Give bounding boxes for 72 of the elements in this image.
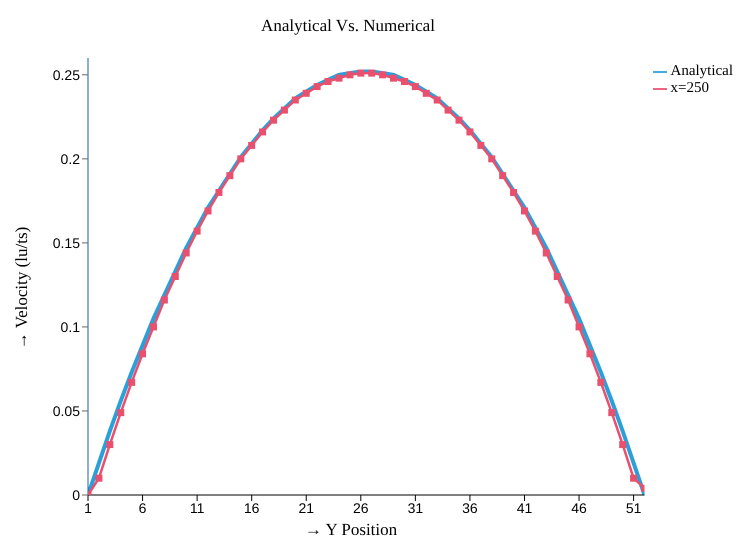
point — [477, 142, 484, 149]
x-tick-label: 11 — [190, 500, 205, 516]
point — [422, 90, 430, 97]
y-tick-label: 0.25 — [52, 66, 80, 83]
point — [248, 142, 256, 149]
chart-title: Analytical Vs. Numerical — [260, 16, 436, 36]
point — [302, 90, 310, 97]
y-tick-label: 0.15 — [52, 234, 80, 251]
point — [117, 409, 124, 416]
point — [139, 350, 146, 358]
point — [357, 70, 364, 77]
x-tick-label: 26 — [353, 500, 369, 516]
point — [597, 378, 604, 386]
x-tick-label: 41 — [516, 500, 532, 516]
point — [586, 350, 594, 358]
x-tick-label: 36 — [462, 500, 478, 516]
point — [608, 409, 616, 416]
point — [520, 207, 528, 214]
point — [204, 207, 212, 214]
point — [270, 116, 278, 124]
point — [314, 83, 321, 90]
y-axis-title: → Velocity (lu/ts) — [12, 226, 32, 350]
point — [488, 155, 496, 162]
point — [499, 172, 506, 180]
point — [106, 441, 114, 448]
point — [160, 296, 168, 304]
point — [237, 155, 244, 162]
y-tick-label: 0.1 — [60, 318, 80, 335]
x-tick-label: 21 — [298, 500, 314, 516]
legend-label: Analytical — [670, 63, 733, 79]
point — [554, 273, 561, 280]
point — [172, 273, 179, 280]
point — [532, 228, 539, 235]
point — [215, 188, 222, 196]
point — [576, 323, 583, 330]
point — [466, 128, 474, 136]
x-tick-label: 46 — [571, 500, 588, 516]
point — [95, 474, 102, 482]
point — [630, 474, 638, 482]
point — [182, 249, 190, 256]
point — [379, 71, 386, 78]
point — [412, 83, 419, 90]
point — [194, 228, 201, 235]
point — [444, 106, 452, 114]
point — [280, 106, 288, 114]
y-tick-label: 0.05 — [52, 402, 80, 419]
point — [150, 323, 157, 330]
x-tick-label: 6 — [138, 500, 147, 516]
x-tick-label: 1 — [84, 500, 92, 516]
point — [542, 249, 550, 256]
x-tick-label: 31 — [408, 500, 424, 516]
point — [226, 172, 234, 180]
point — [400, 78, 408, 86]
legend-label: x=250 — [670, 80, 709, 96]
point — [128, 378, 136, 386]
point — [456, 116, 463, 124]
point — [434, 96, 441, 104]
point — [335, 74, 342, 82]
x-tick-label: 51 — [626, 500, 642, 516]
x-axis-title: → Y Position — [304, 520, 398, 540]
point — [346, 71, 354, 78]
point — [368, 70, 376, 77]
point — [259, 128, 266, 136]
point — [324, 78, 332, 86]
point — [619, 441, 626, 448]
x-tick-label: 16 — [244, 500, 260, 516]
y-tick-label: 0.2 — [60, 150, 80, 167]
point — [390, 74, 398, 82]
point — [564, 296, 572, 304]
point — [510, 188, 518, 196]
point — [292, 96, 299, 104]
y-tick-label: 0 — [72, 486, 80, 503]
